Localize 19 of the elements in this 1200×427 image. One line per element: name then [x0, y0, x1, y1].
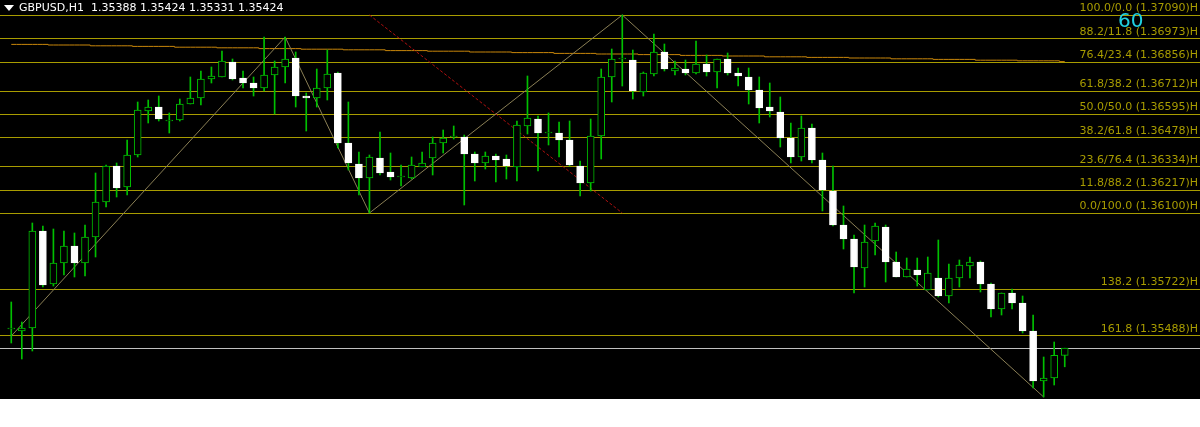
candlestick [618, 14, 627, 87]
ref-line-label: 138.2 (1.35722)H [1100, 274, 1198, 288]
chart-title: GBPUSD,H1 1.35388 1.35424 1.35331 1.35424 [19, 1, 284, 14]
candlestick [260, 36, 268, 92]
ref-line-label: 0.0/100.0 (1.36100)H [1079, 199, 1198, 213]
ref-line-label: 76.4/23.4 (1.36856)H [1079, 48, 1198, 62]
ref-line-label: 23.6/76.4 (1.36334)H [1079, 152, 1198, 166]
candlestick [165, 112, 174, 134]
ref-line-label: 161.8 (1.35488)H [1100, 321, 1198, 335]
ref-line-label: 50.0/50.0 (1.36595)H [1079, 100, 1198, 114]
candlestick [397, 164, 405, 187]
candlestick [555, 121, 563, 158]
candlestick [7, 301, 16, 344]
ref-line-label: 61.8/38.2 (1.36712)H [1079, 76, 1198, 90]
candlestick [449, 125, 458, 140]
ref-line-label: 11.8/88.2 (1.36217)H [1079, 175, 1198, 189]
ref-line-label: 38.2/61.8 (1.36478)H [1079, 123, 1198, 137]
candlestick [460, 134, 469, 206]
candlestick [281, 36, 289, 84]
